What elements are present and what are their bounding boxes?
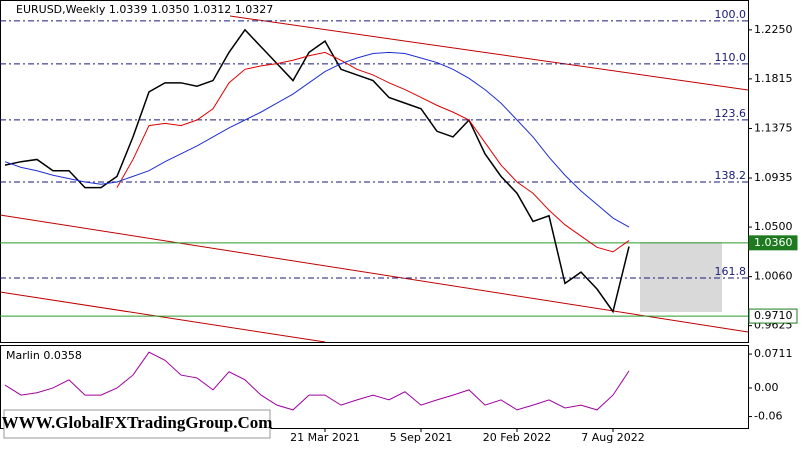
y-tick-label: 1.1815 [754, 72, 793, 85]
main-panel [0, 0, 749, 343]
y-tick-label: 1.0060 [754, 270, 793, 283]
x-tick-label: 21 Mar 2021 [290, 431, 360, 444]
fib-label: 100.0 [715, 8, 747, 21]
y-tick-label: 1.1375 [754, 121, 793, 134]
price-tag [748, 308, 798, 324]
watermark: WWW.GlobalFXTradingGroup.Com [2, 413, 273, 432]
indicator-title: Marlin 0.0358 [6, 349, 82, 362]
fib-label: 123.6 [715, 107, 747, 120]
x-tick-label: 5 Sep 2021 [390, 431, 453, 444]
trend-line [0, 291, 326, 343]
fib-label: 110.0 [715, 51, 747, 64]
y-tick-label: 0.0711 [754, 347, 793, 360]
series-line [4, 351, 630, 411]
series-line [116, 51, 630, 253]
target-zone [640, 242, 722, 312]
y-tick-label: -0.06 [754, 410, 782, 423]
price-tag [748, 235, 798, 251]
trend-line [0, 214, 749, 333]
fib-label: 138.2 [715, 169, 747, 182]
x-tick-label: 20 Feb 2022 [483, 431, 551, 444]
x-tick-label: 7 Aug 2022 [581, 431, 644, 444]
series-line [4, 28, 630, 314]
chart-title: EURUSD,Weekly 1.0339 1.0350 1.0312 1.032… [16, 3, 273, 16]
y-tick-label: 1.2250 [754, 23, 793, 36]
y-tick-label: 1.0935 [754, 171, 793, 184]
price-tag-label: 0.9710 [754, 309, 793, 322]
trend-line [229, 15, 749, 91]
watermark-box [3, 409, 271, 439]
fib-label: 161.8 [715, 265, 747, 278]
indicator-panel [0, 345, 749, 429]
y-tick-label: 0.00 [754, 381, 779, 394]
price-tag-label: 1.0360 [754, 236, 793, 249]
y-tick-label: 1.0500 [754, 220, 793, 233]
series-line [4, 51, 630, 228]
